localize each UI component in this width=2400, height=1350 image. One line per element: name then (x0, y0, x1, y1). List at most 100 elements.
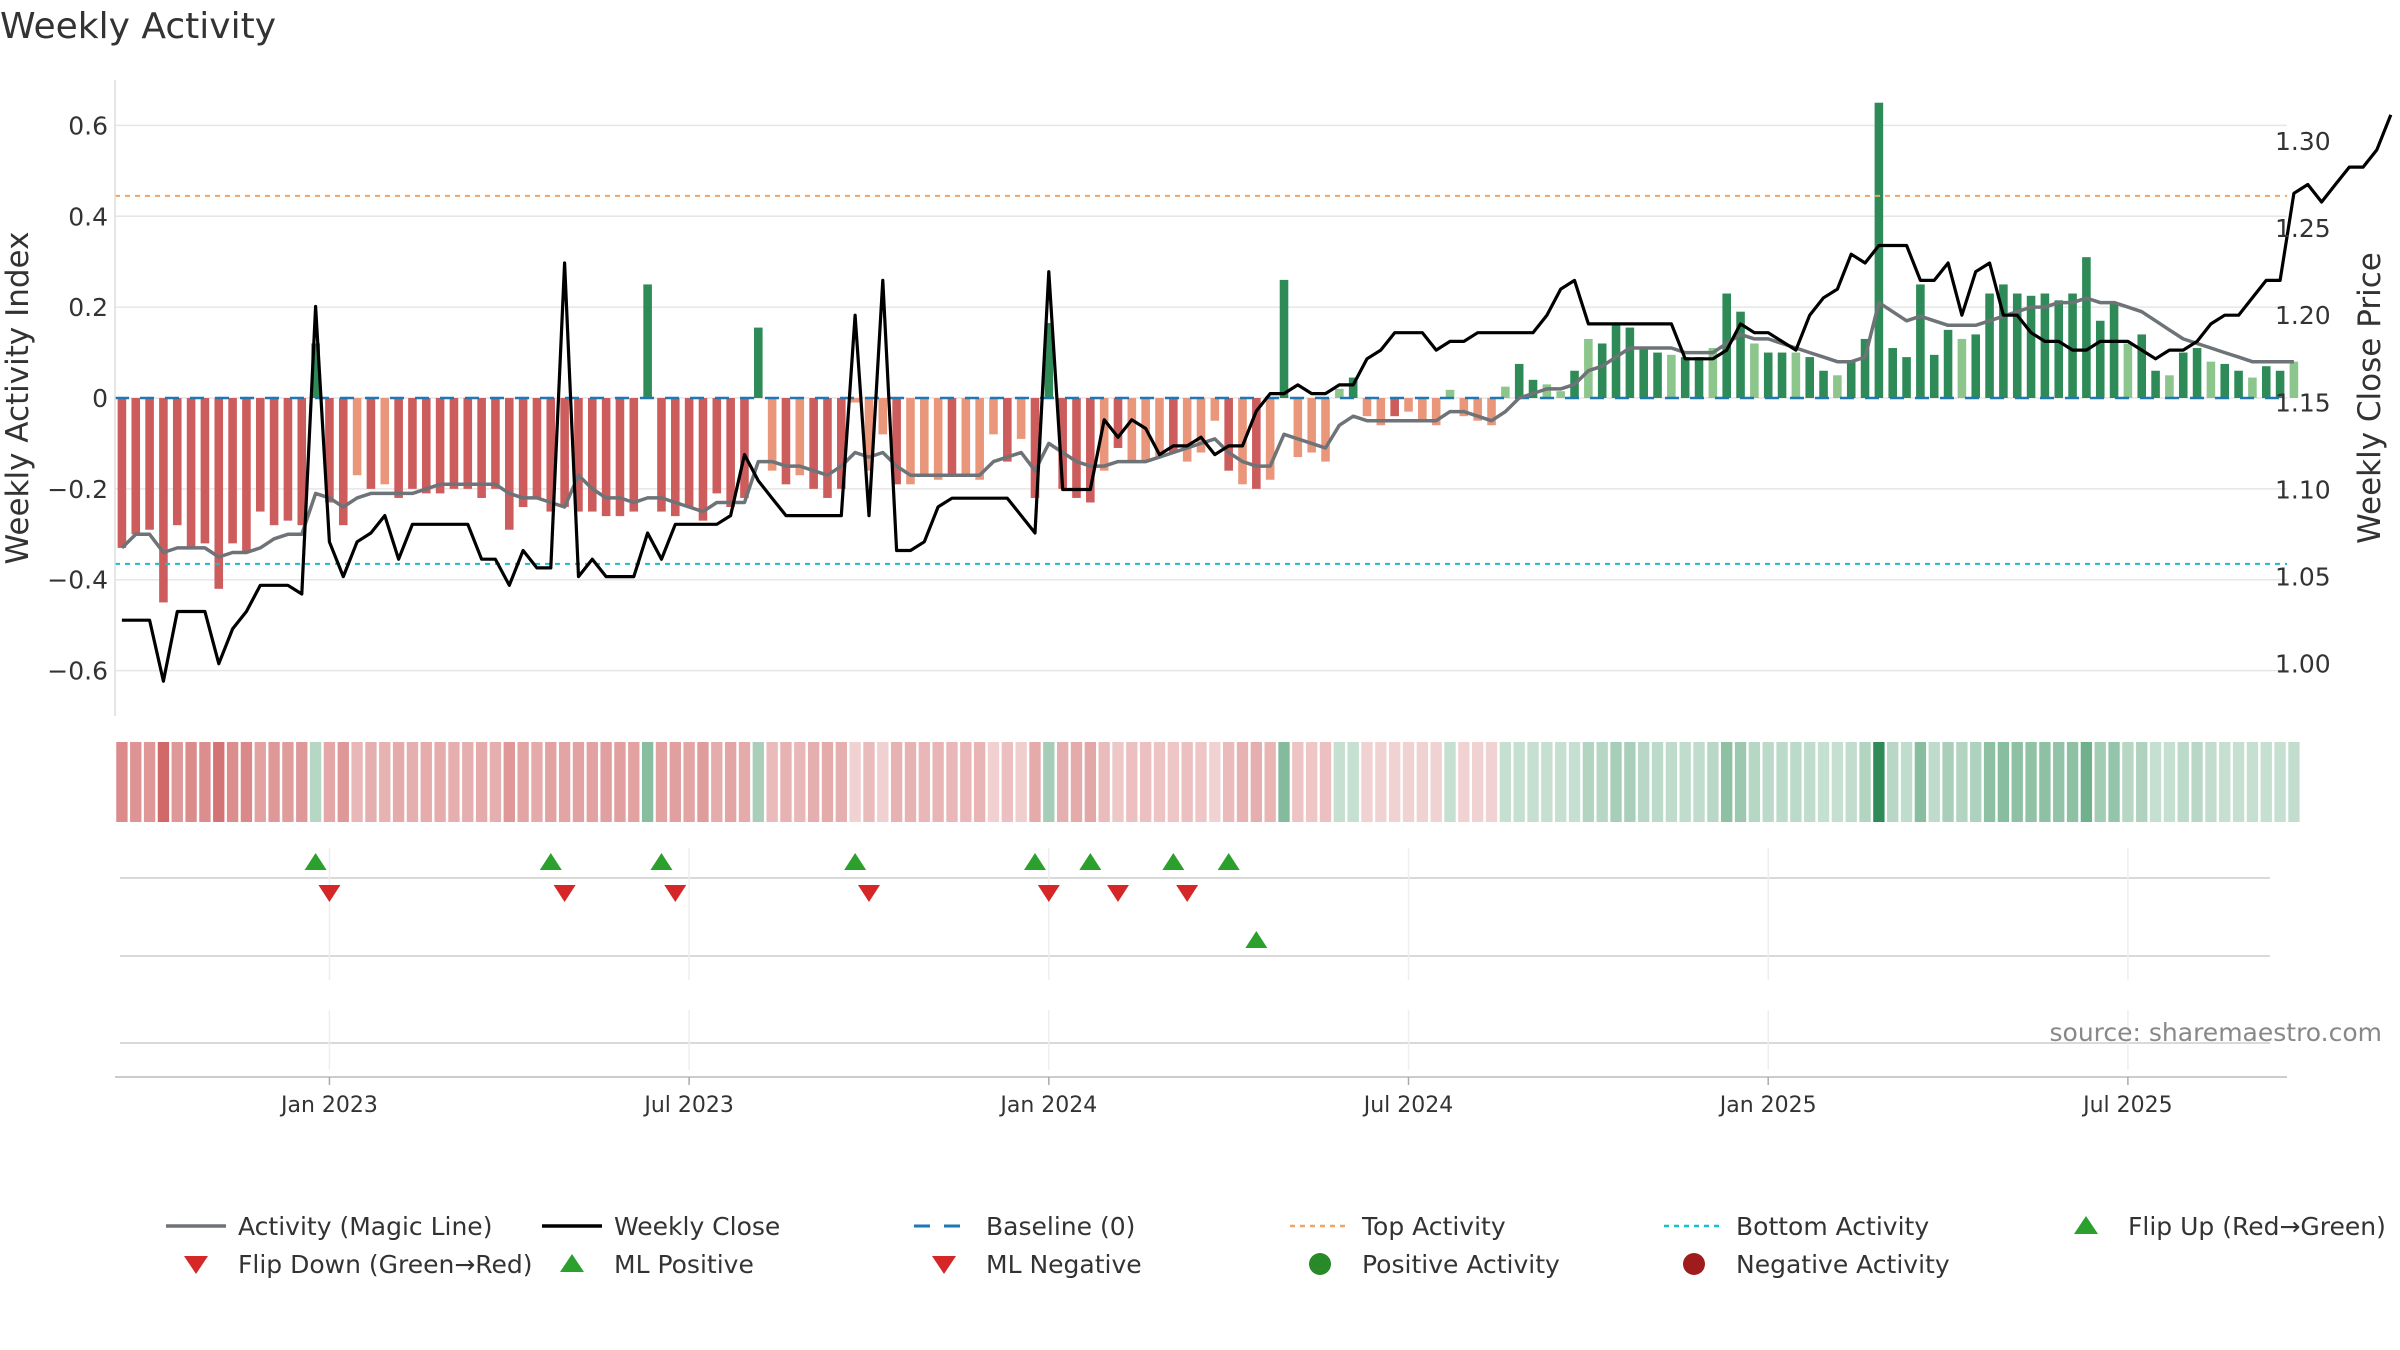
activity-bar (2192, 348, 2202, 398)
legend-label: Activity (Magic Line) (238, 1212, 492, 1241)
activity-bar (2012, 293, 2022, 398)
y2-tick-label: 1.05 (2275, 563, 2331, 592)
legend-label: Bottom Activity (1736, 1212, 1929, 1241)
legend-label: ML Negative (986, 1250, 1142, 1279)
activity-bar (2137, 334, 2147, 398)
activity-bar (1473, 398, 1482, 421)
heat-stripe (1347, 742, 1359, 822)
activity-bar (117, 398, 127, 548)
y-axis-label: Weekly Activity Index (0, 232, 36, 565)
flip-up-marker (844, 853, 867, 870)
heat-stripe (1001, 742, 1013, 822)
legend-label: Baseline (0) (986, 1212, 1135, 1241)
heat-stripe (1610, 742, 1622, 822)
activity-bar (255, 398, 265, 512)
activity-bar (172, 398, 182, 526)
activity-bar (767, 398, 777, 471)
heat-stripe (987, 742, 1000, 822)
activity-bar (1750, 343, 1759, 398)
heat-stripe (1361, 742, 1373, 822)
series-lines (120, 114, 2393, 683)
x-tick-label: Jul 2023 (642, 1093, 734, 1118)
heat-stripe (199, 742, 211, 822)
heat-stripe (1900, 742, 1913, 822)
heat-stripe (1139, 742, 1152, 822)
flip-down-marker (1176, 885, 1199, 902)
activity-bar (1155, 398, 1164, 458)
activity-bar (504, 398, 514, 530)
heat-stripe (1319, 742, 1332, 822)
heat-stripe (1416, 742, 1429, 822)
activity-bar (601, 398, 611, 517)
heat-stripe (1790, 742, 1802, 822)
heat-stripe (1527, 742, 1539, 822)
activity-bar (1418, 398, 1427, 421)
activity-bar (269, 398, 279, 526)
heat-stripe (1070, 742, 1083, 822)
heat-stripe (2219, 742, 2231, 822)
heat-stripe (1651, 742, 1664, 822)
heat-stripe (323, 742, 336, 822)
x-tick-label: Jan 2023 (279, 1093, 378, 1118)
heat-stripe (1970, 742, 1982, 822)
legend-label: Negative Activity (1736, 1250, 1950, 1279)
heat-stripe (185, 742, 197, 822)
activity-bar (574, 398, 583, 512)
heat-stripe (475, 742, 488, 822)
activity-bar (2026, 295, 2036, 398)
y-tick-label: 0.4 (68, 202, 108, 231)
activity-bar (1611, 325, 1621, 398)
heat-stripe (1568, 742, 1581, 822)
x-tick-label: Jan 2025 (1718, 1093, 1817, 1118)
heat-stripe (1831, 742, 1844, 822)
x-tick-label: Jan 2024 (998, 1093, 1097, 1118)
activity-bar (657, 398, 666, 512)
heat-stripe (655, 742, 668, 822)
heat-stripe (614, 742, 626, 822)
activity-bar (1376, 398, 1386, 426)
activity-bar (325, 398, 334, 503)
activity-bar (1113, 398, 1123, 448)
activity-bar (1584, 338, 1593, 398)
heat-stripe (849, 742, 861, 822)
activity-bar (1058, 398, 1067, 489)
activity-bar (2220, 363, 2230, 398)
activity-bar (1929, 354, 1939, 398)
activity-bar (892, 398, 901, 485)
activity-bar (878, 398, 888, 435)
heat-stripe (1084, 742, 1096, 822)
heat-stripe (766, 742, 778, 822)
activity-bar (740, 398, 749, 498)
activity-bar (1279, 279, 1289, 398)
activity-bar (1860, 338, 1870, 398)
heat-stripe (946, 742, 958, 822)
heat-stripe (2039, 742, 2051, 822)
heat-stripe (932, 742, 944, 822)
flip-down-marker (553, 885, 576, 902)
heat-stripe (2025, 742, 2037, 822)
activity-bar (518, 398, 528, 508)
activity-bar (2068, 293, 2077, 398)
heat-stripe (254, 742, 266, 822)
activity-bar (989, 398, 998, 435)
activity-bars (117, 102, 2299, 603)
heat-stripe (1679, 742, 1691, 822)
heat-stripe (1375, 742, 1387, 822)
activity-bar (1016, 398, 1026, 439)
heat-stripe (2205, 742, 2217, 822)
heat-stripe (1209, 742, 1221, 822)
activity-bar (159, 398, 168, 603)
heat-stripe (1264, 742, 1276, 822)
activity-bar (754, 327, 763, 398)
activity-bar (1833, 375, 1842, 398)
heat-stripe (420, 742, 432, 822)
heat-stripe (240, 742, 253, 822)
heat-stripe (628, 742, 640, 822)
activity-bar (1777, 352, 1787, 398)
activity-bar (1722, 293, 1731, 398)
heat-stripe (738, 742, 751, 822)
activity-bar (1542, 384, 1552, 398)
activity-bar (1003, 398, 1012, 462)
